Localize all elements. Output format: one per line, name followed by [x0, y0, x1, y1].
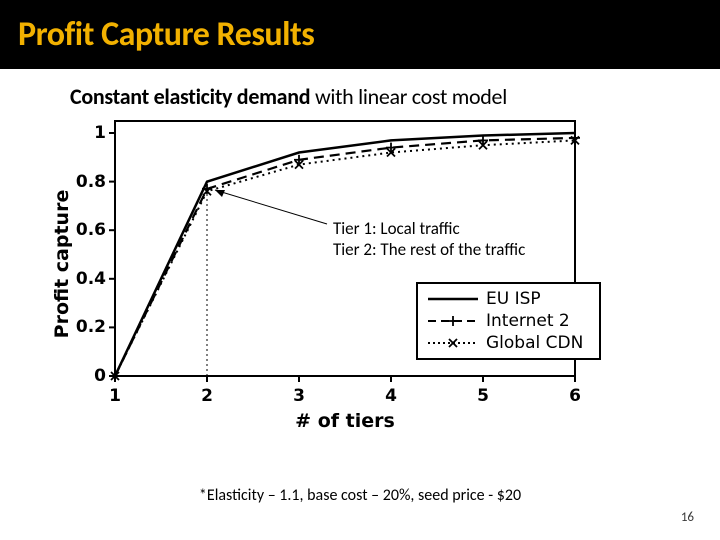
footnote: *Elasticity – 1.1, base cost – 20%, seed… [0, 486, 720, 505]
chart-svg [75, 114, 615, 424]
annot-line2: Tier 2: The rest of the traffic [333, 239, 525, 260]
legend-label-global-cdn: Global CDN [486, 333, 583, 353]
legend-swatch-dotted-x [426, 333, 480, 353]
title-bar: Profit Capture Results [0, 0, 720, 69]
tier-annotation: Tier 1: Local traffic Tier 2: The rest o… [333, 218, 525, 261]
legend-row-internet2: Internet 2 [422, 310, 595, 332]
slide-subtitle: Constant elasticity demand with linear c… [0, 69, 720, 114]
legend-label-internet2: Internet 2 [486, 311, 570, 331]
subtitle-rest: with linear cost model [310, 83, 507, 110]
legend-label-eu-isp: EU ISP [486, 289, 541, 309]
legend-swatch-dashed-plus [426, 311, 480, 331]
subtitle-bold: Constant elasticity demand [70, 83, 310, 110]
legend-row-eu-isp: EU ISP [422, 288, 595, 310]
page-number: 16 [681, 510, 694, 525]
legend-swatch-solid [426, 289, 480, 309]
y-axis-label: Profit capture [51, 190, 73, 339]
profit-capture-chart: 0 0.2 0.4 0.6 0.8 1 1 2 3 4 5 6 Profit c… [0, 114, 720, 444]
annot-line1: Tier 1: Local traffic [333, 218, 525, 239]
legend-row-global-cdn: Global CDN [422, 332, 595, 354]
slide-title: Profit Capture Results [18, 14, 314, 55]
legend: EU ISP Internet 2 Global CDN [416, 282, 601, 360]
